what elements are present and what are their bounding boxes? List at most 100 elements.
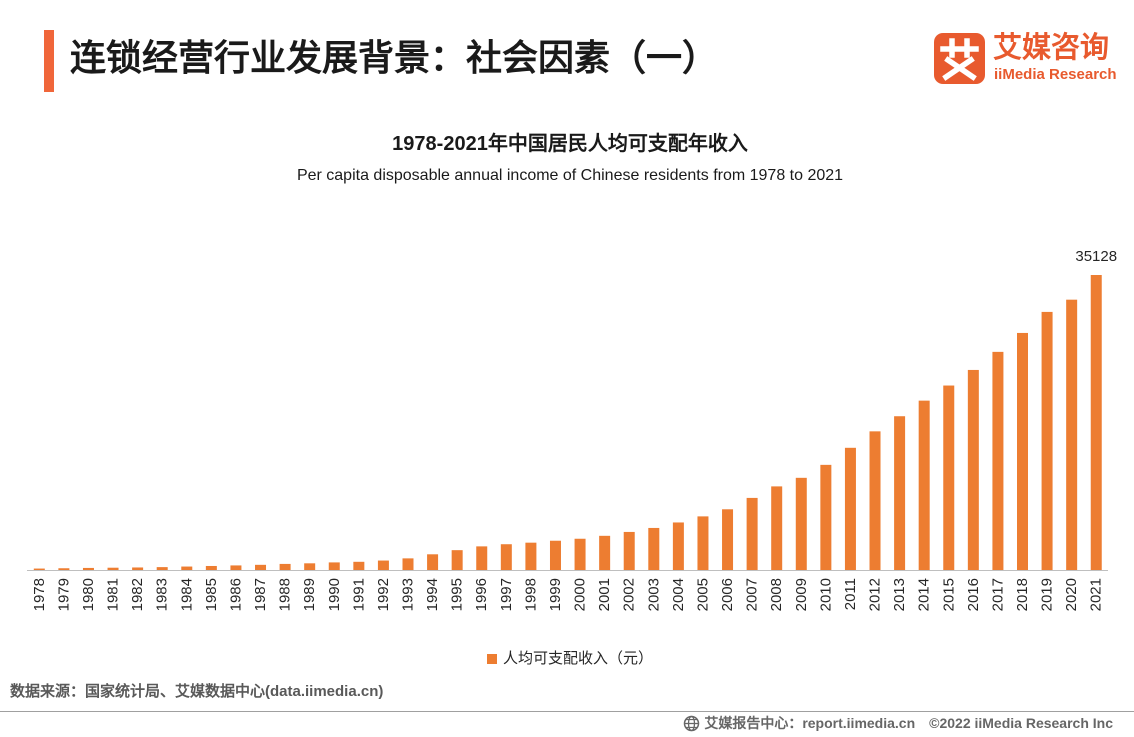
page-title: 连锁经营行业发展背景：社会因素（一） (70, 37, 719, 78)
x-tick-label-2020: 2020 (1063, 578, 1080, 611)
bar-2000 (574, 538, 586, 570)
x-tick-label-2001: 2001 (596, 578, 613, 611)
x-tick-label-2002: 2002 (621, 578, 638, 611)
x-tick-label-1988: 1988 (277, 578, 294, 611)
x-tick-label-2000: 2000 (572, 578, 589, 611)
x-tick-label-2008: 2008 (768, 578, 785, 611)
x-tick-label-1985: 1985 (203, 578, 220, 611)
bar-1984 (181, 566, 193, 570)
x-tick-label-1999: 1999 (547, 578, 564, 611)
bar-2017 (992, 351, 1004, 570)
x-tick-label-1992: 1992 (375, 578, 392, 611)
footer-divider (0, 711, 1134, 712)
footer-site: 艾媒报告中心：report.iimedia.cn (704, 715, 916, 731)
x-tick-label-2006: 2006 (719, 578, 736, 611)
bar-1983 (156, 567, 168, 570)
x-tick-label-2016: 2016 (965, 578, 982, 611)
logo-mark-icon (934, 33, 985, 84)
bar-1985 (205, 565, 217, 570)
logo-mark-glyph (940, 38, 979, 81)
bar-1994 (427, 554, 439, 570)
x-tick-label-2017: 2017 (989, 578, 1006, 611)
bar-1980 (82, 567, 94, 570)
x-tick-label-2007: 2007 (744, 578, 761, 611)
x-tick-label-1978: 1978 (31, 578, 48, 611)
x-tick-label-1989: 1989 (301, 578, 318, 611)
x-tick-label-2011: 2011 (842, 578, 859, 610)
bar-2008 (771, 486, 783, 570)
x-tick-label-1996: 1996 (473, 578, 490, 611)
x-tick-label-1994: 1994 (424, 578, 441, 611)
footer-copyright: ©2022 iiMedia Research Inc (929, 715, 1113, 731)
bar-2009 (795, 477, 807, 570)
x-tick-label-1991: 1991 (350, 578, 367, 611)
x-tick-label-2005: 2005 (694, 578, 711, 611)
x-axis-tick-labels: 1978 1979 1980 1981 1982 1983 1984 1985 1986 1987… (31, 578, 1105, 611)
brand-logo: 艾媒咨询 iiMedia Research (934, 32, 1117, 85)
bar-2015 (943, 385, 955, 570)
bar-2004 (672, 522, 684, 570)
bar-2002 (623, 531, 635, 570)
bar-1999 (549, 540, 561, 570)
x-tick-label-2013: 2013 (891, 578, 908, 611)
globe-icon (684, 715, 700, 731)
chart-subtitle: Per capita disposable annual income of C… (296, 167, 844, 184)
bar-2001 (599, 535, 611, 570)
legend-label: 人均可支配收入（元） (503, 650, 654, 667)
bar-2007 (746, 497, 758, 570)
x-tick-label-1981: 1981 (105, 578, 122, 611)
bar-1998 (525, 542, 537, 570)
bar-1987 (255, 564, 267, 570)
bar-1991 (353, 561, 365, 570)
data-source-note: 数据来源：国家统计局、艾媒数据中心(data.iimedia.cn) (10, 683, 384, 700)
x-tick-label-2012: 2012 (867, 578, 884, 611)
bar-1995 (451, 550, 463, 570)
bar-1992 (377, 560, 389, 570)
x-tick-label-1982: 1982 (129, 578, 146, 611)
bar-2003 (648, 527, 660, 570)
logo-mark-background (934, 33, 985, 84)
x-tick-label-1993: 1993 (400, 578, 417, 611)
bar-2018 (1017, 332, 1028, 570)
bar-1997 (500, 544, 512, 570)
x-tick-label-2019: 2019 (1039, 578, 1056, 611)
bar-2014 (918, 400, 930, 570)
logo-name-cn: 艾媒咨询 (993, 32, 1110, 64)
title-accent-bar (44, 30, 54, 92)
legend-swatch (487, 654, 497, 664)
x-tick-label-2010: 2010 (817, 578, 834, 611)
x-tick-label-1983: 1983 (154, 578, 171, 611)
logo-name-en: iiMedia Research (994, 66, 1117, 83)
x-tick-label-2014: 2014 (916, 578, 933, 611)
bar-2006 (722, 509, 734, 570)
x-tick-label-1979: 1979 (55, 578, 72, 611)
bar-2010 (820, 464, 832, 570)
x-tick-label-2004: 2004 (670, 578, 687, 611)
x-tick-label-2003: 2003 (645, 578, 662, 611)
bar-2019 (1041, 311, 1053, 570)
bar-1978 (33, 568, 45, 570)
bar-1979 (58, 568, 70, 570)
bar-2013 (894, 416, 906, 570)
x-tick-label-2009: 2009 (793, 578, 810, 611)
x-tick-label-1984: 1984 (178, 578, 195, 611)
x-tick-label-2015: 2015 (940, 578, 957, 611)
bar-2016 (967, 369, 979, 570)
bar-1986 (230, 565, 242, 570)
x-tick-label-1990: 1990 (326, 578, 343, 611)
x-tick-label-1986: 1986 (227, 578, 244, 611)
bar-1990 (328, 562, 340, 570)
data-label-2021: 35128 (1075, 248, 1117, 265)
footer: 艾媒报告中心：report.iimedia.cn ©2022 iiMedia R… (683, 713, 1113, 733)
x-tick-label-1995: 1995 (449, 578, 466, 611)
x-tick-label-2021: 2021 (1088, 578, 1105, 611)
x-tick-label-1980: 1980 (80, 578, 97, 611)
x-tick-label-2018: 2018 (1014, 578, 1031, 611)
x-tick-label-1997: 1997 (498, 578, 515, 611)
bar-2020 (1066, 299, 1078, 570)
x-tick-label-1987: 1987 (252, 578, 269, 611)
chart-title: 1978-2021年中国居民人均可支配年收入 (392, 133, 748, 155)
bar-series (33, 275, 1102, 570)
bar-1989 (304, 563, 316, 570)
